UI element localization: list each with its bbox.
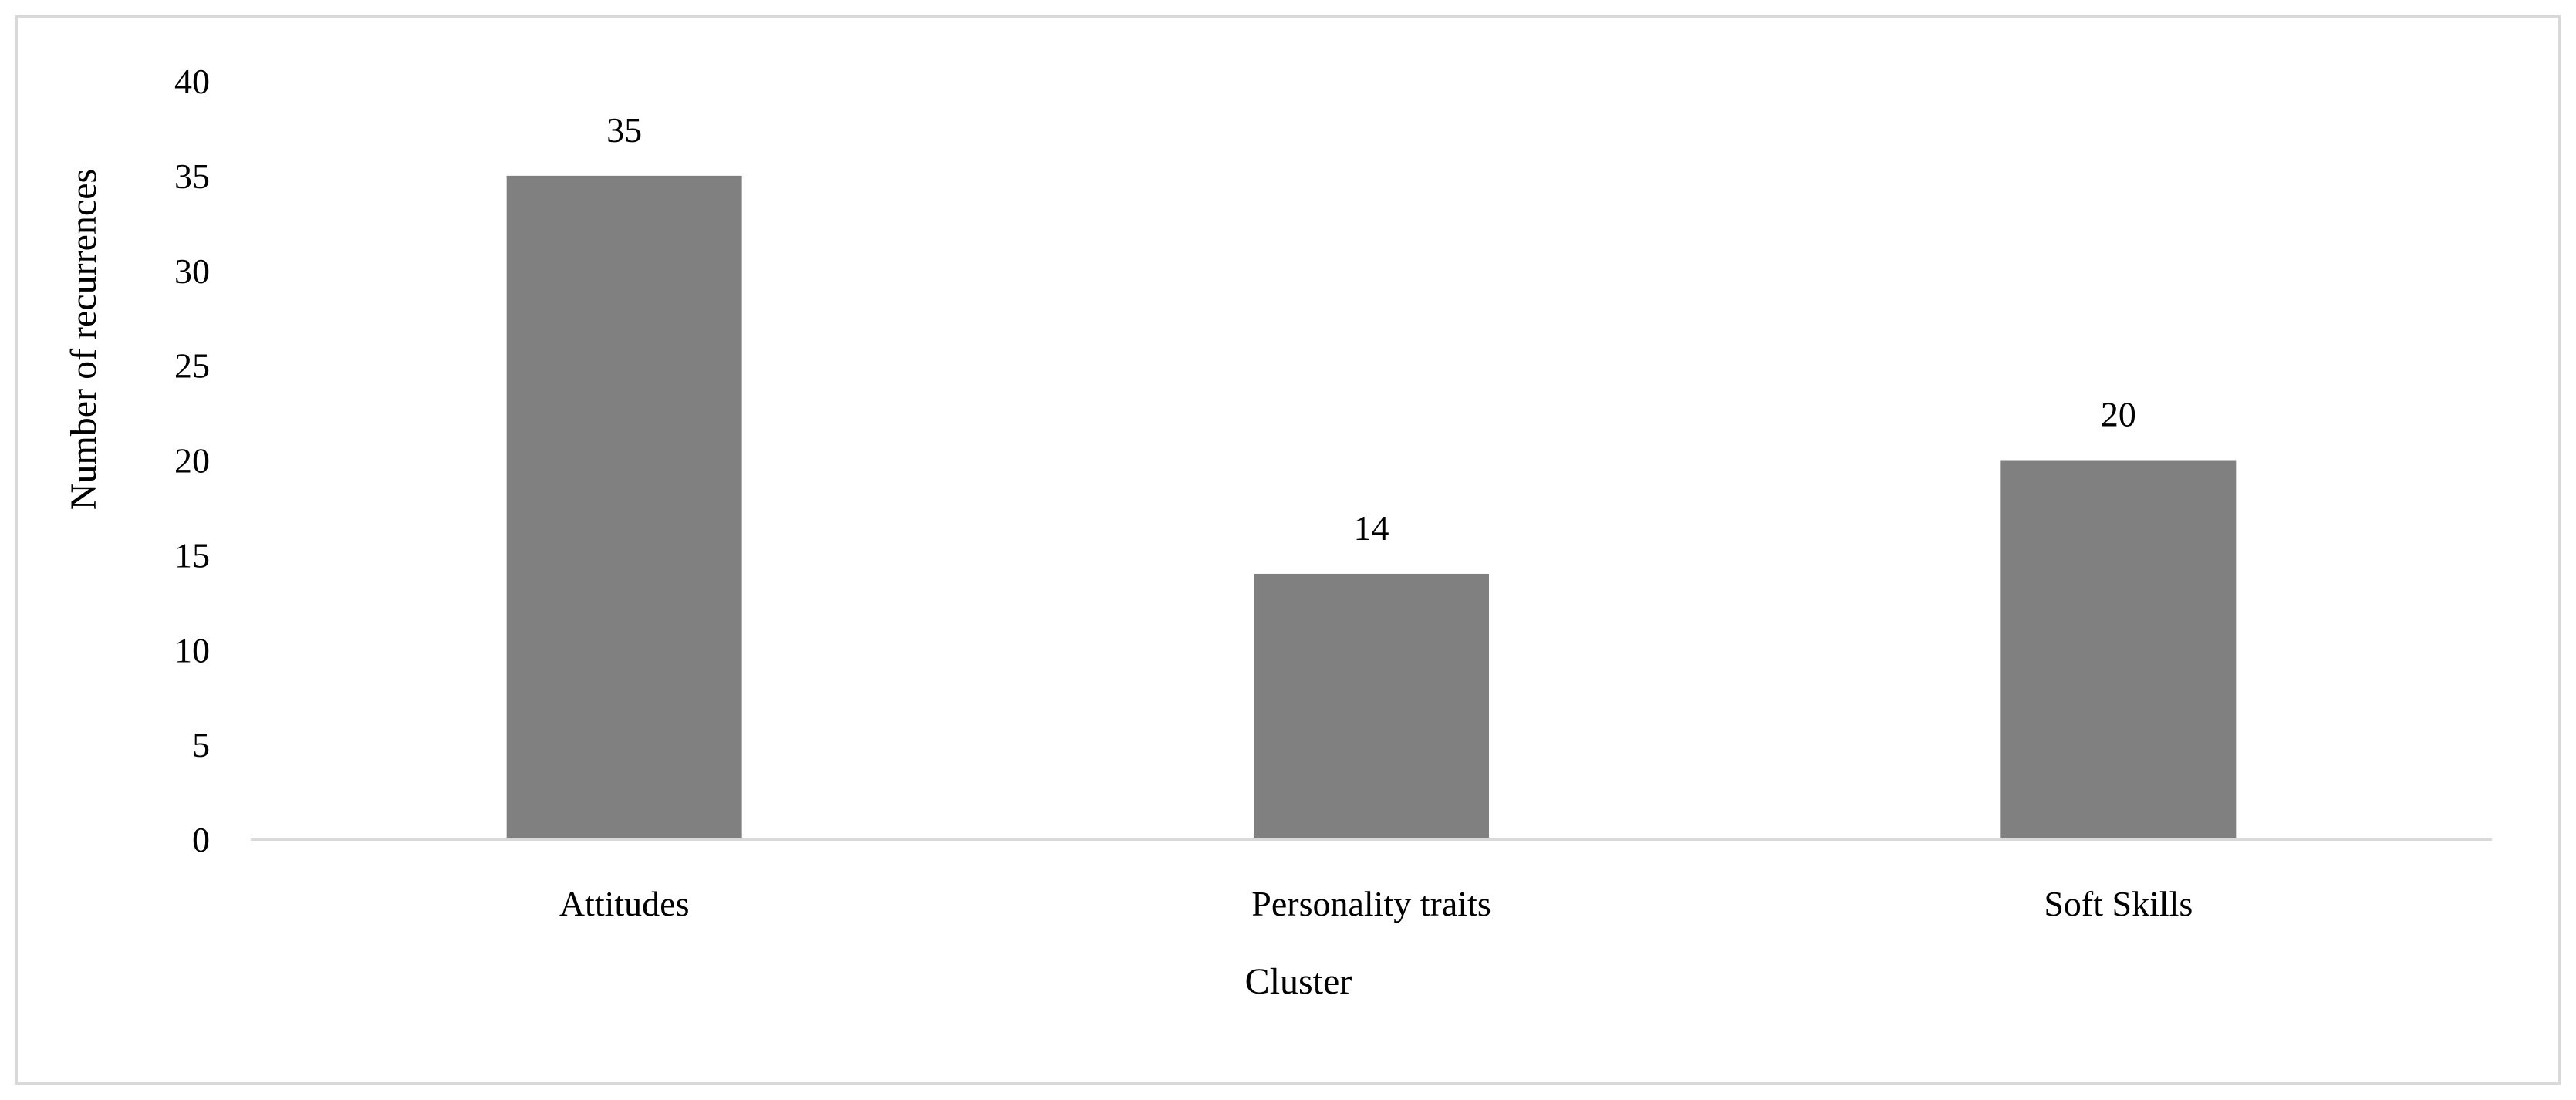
x-axis-title: Cluster (1245, 961, 1352, 1002)
y-tick-label: 35 (174, 157, 210, 196)
bar-personality-traits (1254, 573, 1489, 839)
y-tick-label: 25 (174, 346, 210, 386)
data-label: 14 (1354, 508, 1389, 548)
y-tick-label: 20 (174, 441, 210, 481)
y-tick-label: 10 (174, 630, 210, 670)
bars (506, 175, 2237, 839)
bar-attitudes (506, 175, 742, 839)
y-tick-label: 5 (192, 725, 210, 764)
x-axis-categories: Attitudes Personality traits Soft Skills (559, 884, 2193, 923)
y-axis-title: Number of recurrences (63, 169, 104, 510)
data-label: 35 (606, 110, 642, 150)
y-tick-label: 15 (174, 535, 210, 575)
y-axis-ticks: 0 5 10 15 20 25 30 35 40 (174, 62, 210, 859)
y-tick-label: 40 (174, 62, 210, 101)
x-tick-label: Personality traits (1251, 884, 1491, 923)
bar-soft-skills (2000, 460, 2237, 839)
y-tick-label: 30 (174, 251, 210, 291)
x-tick-label: Attitudes (559, 884, 690, 923)
y-tick-label: 0 (192, 820, 210, 859)
x-tick-label: Soft Skills (2044, 884, 2193, 923)
data-label: 20 (2101, 395, 2136, 434)
data-labels: 35 14 20 (606, 110, 2136, 548)
